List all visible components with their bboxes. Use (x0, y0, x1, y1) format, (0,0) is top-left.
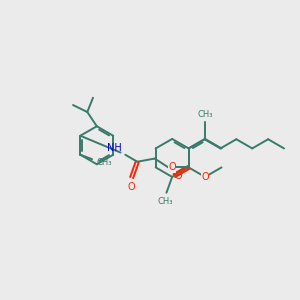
Text: CH₃: CH₃ (157, 196, 172, 206)
Text: CH₃: CH₃ (96, 158, 112, 166)
Text: O: O (201, 172, 209, 182)
Text: NH: NH (107, 143, 122, 153)
Text: O: O (127, 182, 135, 192)
Text: O: O (175, 171, 182, 181)
Text: O: O (168, 162, 176, 172)
Text: CH₃: CH₃ (197, 110, 213, 119)
